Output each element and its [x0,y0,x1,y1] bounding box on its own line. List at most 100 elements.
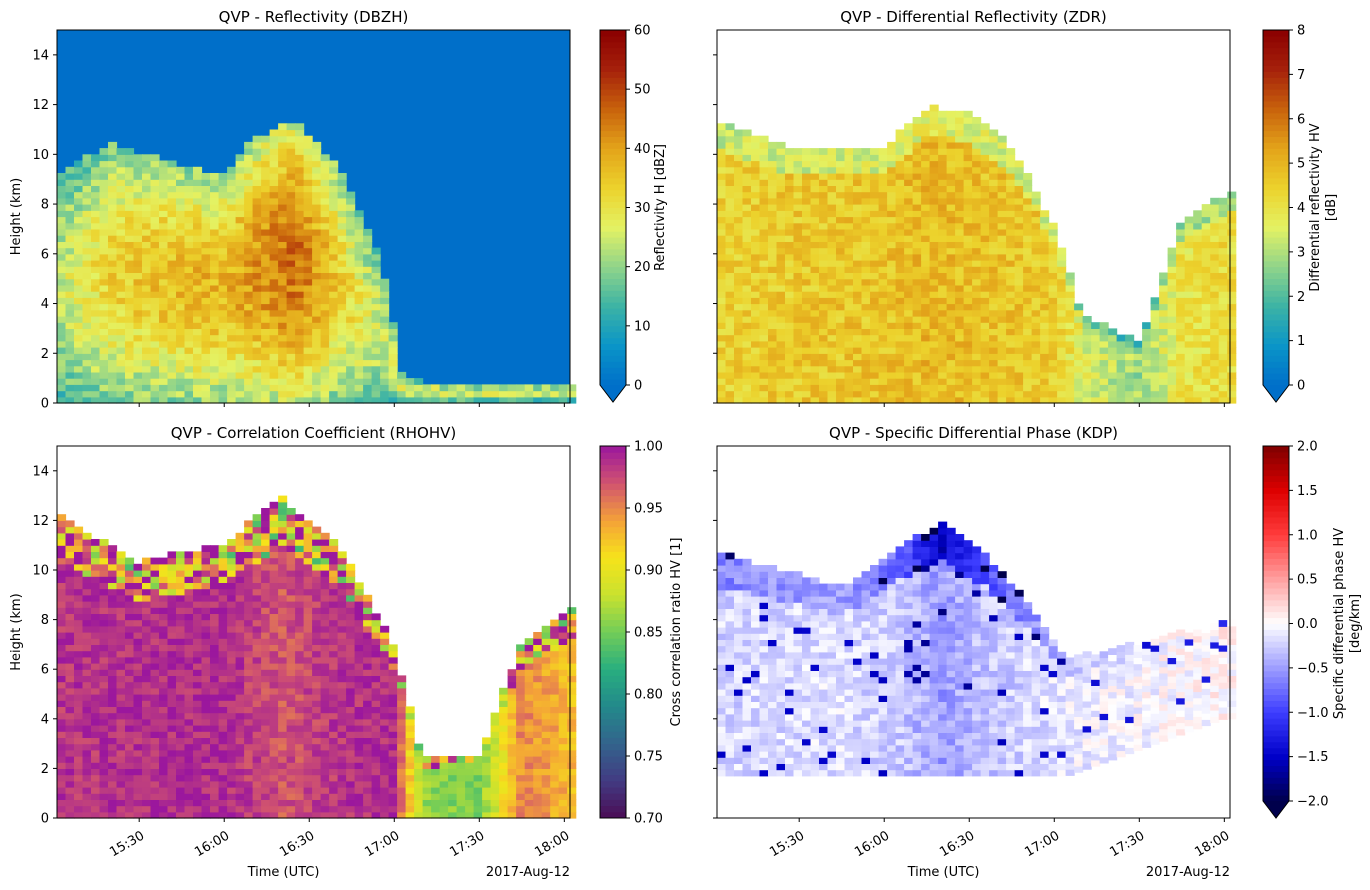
colorbar-segment [600,136,626,143]
heatmap-cell [371,347,381,354]
heatmap-cell [57,291,67,298]
heatmap-cell [176,743,186,751]
heatmap-cell [244,303,254,311]
heatmap-cell [261,160,271,168]
heatmap-cell [142,228,152,236]
heatmap-cell [887,334,897,342]
heatmap-cell [227,725,237,732]
heatmap-cell [329,173,339,180]
heatmap-cell [725,359,735,367]
heatmap-cell [955,260,965,267]
heatmap-cell [717,129,727,137]
heatmap-cell [963,110,973,118]
heatmap-cell [167,650,177,658]
heatmap-cell [1031,309,1041,317]
heatmap-cell [955,235,965,242]
heatmap-cell [167,669,177,676]
heatmap-cell [717,135,727,143]
heatmap-cell [150,297,160,305]
heatmap-cell [218,694,228,701]
heatmap-cell [150,272,160,280]
heatmap-cell [802,334,812,342]
colorbar-segment [1263,314,1289,321]
heatmap-cell [91,204,101,211]
heatmap-cell [1184,316,1194,323]
heatmap-cell [244,650,254,658]
heatmap-cell [303,253,313,261]
heatmap-cell [388,340,398,348]
colorbar-segment [600,47,626,55]
heatmap-cell [82,632,92,639]
heatmap-cell [861,191,871,199]
heatmap-cell [1108,359,1118,367]
heatmap-cell [725,129,735,137]
heatmap-cell [176,179,186,186]
heatmap-cell [1057,253,1067,261]
heatmap-cell [210,179,220,186]
heatmap-cell [1057,284,1067,292]
heatmap-cell [380,334,390,342]
heatmap-cell [895,216,905,224]
heatmap-cell [193,563,203,571]
heatmap-cell [827,228,837,236]
heatmap-cell [768,284,778,292]
heatmap-cell [176,359,186,367]
heatmap-cell [776,266,786,273]
heatmap-cell [836,334,846,342]
heatmap-cell [176,235,186,242]
heatmap-cell [99,681,109,689]
heatmap-cell [125,309,135,317]
heatmap-cell [167,756,177,763]
heatmap-cell [946,216,956,224]
heatmap-cell [895,135,905,143]
heatmap-cell [725,210,735,218]
heatmap-cell [1218,384,1228,392]
heatmap-cell [742,129,752,137]
heatmap-cell [1142,328,1152,336]
heatmap-cell [184,204,194,211]
heatmap-cell [997,210,1007,218]
heatmap-cell [1048,284,1058,292]
heatmap-cell [363,241,373,249]
heatmap-cell [861,160,871,168]
heatmap-cell [1218,284,1228,292]
heatmap-cell [810,160,820,168]
heatmap-cell [1082,316,1092,323]
heatmap-cell [963,334,973,342]
heatmap-cell [133,731,143,738]
heatmap-cell [1201,260,1211,267]
heatmap-cell [235,322,245,329]
heatmap-cell [354,228,364,236]
heatmap-cell [252,210,262,218]
heatmap-cell [295,235,305,242]
heatmap-cell [768,359,778,367]
heatmap-cell [65,297,75,305]
heatmap-cell [82,663,92,670]
heatmap-cell [819,353,829,361]
heatmap-cell [371,359,381,367]
heatmap-cell [133,774,143,782]
heatmap-cell [1184,347,1194,354]
heatmap-cell [201,334,211,342]
heatmap-cell [1159,316,1169,323]
heatmap-cell [870,173,880,180]
heatmap-cell [57,378,67,385]
heatmap-cell [176,594,186,602]
heatmap-cell [133,656,143,664]
heatmap-cell [768,266,778,273]
heatmap-cell [785,384,795,392]
heatmap-cell [1193,384,1203,392]
heatmap-cell [133,347,143,354]
heatmap-cell [1176,228,1186,236]
heatmap-cell [380,291,390,298]
heatmap-cell [159,347,169,354]
heatmap-cell [82,700,92,707]
heatmap-cell [853,222,863,230]
heatmap-cell [921,378,931,385]
heatmap-cell [776,210,786,218]
heatmap-cell [802,253,812,261]
heatmap-cell [65,378,75,385]
heatmap-cell [116,551,126,559]
heatmap-cell [836,396,846,404]
colorbar-segment [600,65,626,72]
